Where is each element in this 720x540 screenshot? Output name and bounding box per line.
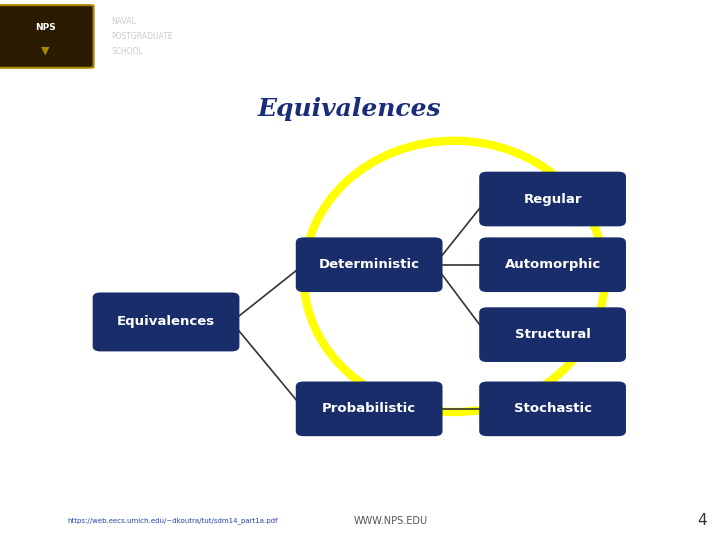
Text: Regular: Regular bbox=[523, 193, 582, 206]
FancyBboxPatch shape bbox=[296, 381, 443, 436]
Text: NPS: NPS bbox=[35, 23, 55, 32]
Text: Equivalences: Equivalences bbox=[258, 97, 441, 121]
Text: SCHOOL: SCHOOL bbox=[112, 46, 143, 56]
Text: NAVAL: NAVAL bbox=[112, 17, 136, 26]
Text: 4: 4 bbox=[697, 513, 707, 528]
FancyBboxPatch shape bbox=[296, 238, 443, 292]
Text: Probabilistic: Probabilistic bbox=[322, 402, 416, 415]
FancyBboxPatch shape bbox=[93, 293, 240, 352]
Text: Equivalences: Equivalences bbox=[117, 315, 215, 328]
Text: Structural: Structural bbox=[515, 328, 590, 341]
Text: Deterministic: Deterministic bbox=[319, 258, 420, 271]
FancyBboxPatch shape bbox=[480, 381, 626, 436]
Text: Stochastic: Stochastic bbox=[513, 402, 592, 415]
Text: Types of Similarity/equivalence: Types of Similarity/equivalence bbox=[238, 25, 626, 48]
Text: WWW.NPS.EDU: WWW.NPS.EDU bbox=[354, 516, 428, 525]
FancyBboxPatch shape bbox=[480, 307, 626, 362]
FancyBboxPatch shape bbox=[480, 238, 626, 292]
Text: ▼: ▼ bbox=[41, 46, 50, 56]
Text: https://web.eecs.umich.edu/~dkoutra/tut/sdm14_part1a.pdf: https://web.eecs.umich.edu/~dkoutra/tut/… bbox=[68, 517, 279, 524]
FancyBboxPatch shape bbox=[0, 5, 94, 68]
FancyBboxPatch shape bbox=[480, 172, 626, 226]
Text: POSTGRADUATE: POSTGRADUATE bbox=[112, 32, 173, 41]
Text: Automorphic: Automorphic bbox=[505, 258, 600, 271]
